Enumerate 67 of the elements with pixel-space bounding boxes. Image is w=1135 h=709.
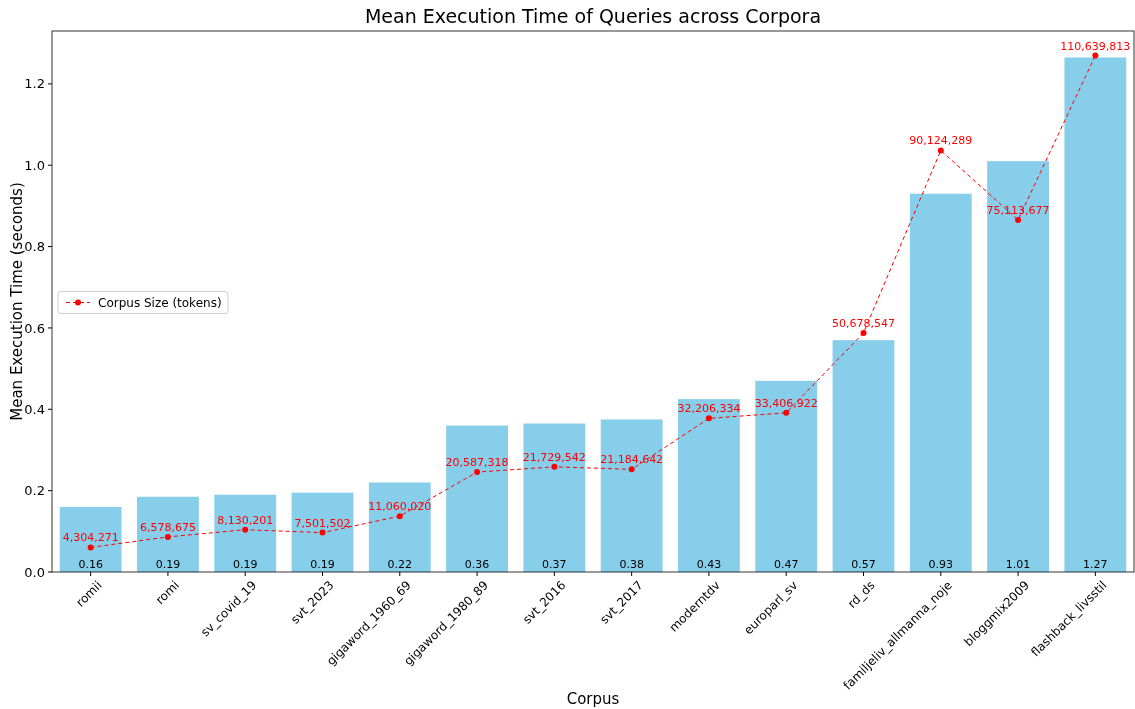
data-label: 110,639,813	[1060, 39, 1131, 53]
point	[860, 329, 867, 336]
bar	[600, 419, 663, 572]
bar	[1064, 57, 1127, 572]
bar	[137, 496, 199, 572]
bar	[446, 425, 508, 572]
data-label: 0.93	[928, 558, 954, 571]
data-label: 33,406,922	[754, 396, 818, 410]
data-label: 20,587,318	[445, 456, 509, 470]
y-tick-label: 1.0	[24, 157, 45, 173]
point	[474, 469, 481, 476]
data-label: 50,678,547	[832, 316, 895, 330]
bar	[214, 494, 277, 572]
bar	[832, 340, 895, 572]
data-label: 0.22	[387, 558, 413, 571]
data-label: 21,729,542	[522, 450, 586, 464]
y-tick-label: 0.0	[24, 564, 45, 580]
data-label: 1.01	[1005, 558, 1031, 571]
bar	[678, 399, 740, 572]
point	[628, 466, 635, 473]
data-label: 0.37	[542, 558, 567, 571]
data-label: 6,578,675	[139, 520, 196, 534]
data-label: 4,304,271	[62, 531, 119, 545]
bar	[987, 161, 1049, 572]
y-tick-label: 0.8	[24, 239, 45, 255]
point	[396, 513, 403, 520]
bar	[909, 193, 972, 572]
data-label: 8,130,201	[217, 513, 274, 527]
bar	[291, 492, 354, 572]
data-label: 0.16	[78, 558, 103, 571]
bar	[755, 380, 818, 572]
point	[164, 533, 171, 540]
y-tick-label: 0.4	[24, 401, 45, 417]
point	[1092, 52, 1099, 59]
data-label: 7,501,502	[294, 516, 351, 530]
data-label: 0.19	[310, 558, 335, 571]
data-label: 11,060,020	[368, 500, 432, 514]
point	[87, 544, 94, 551]
data-label: 32,206,334	[677, 402, 741, 416]
point	[783, 409, 790, 416]
data-label: 0.57	[851, 558, 876, 571]
data-label: 0.43	[696, 558, 722, 571]
x-axis-title: Corpus	[566, 690, 620, 708]
y-axis-title: Mean Execution Time (seconds)	[8, 182, 26, 421]
point	[1015, 216, 1022, 223]
data-label: 90,124,289	[909, 134, 973, 148]
point	[551, 463, 558, 470]
point	[242, 526, 249, 533]
legend-label: Corpus Size (tokens)	[98, 295, 222, 310]
point	[705, 415, 712, 422]
point	[937, 147, 944, 154]
data-label: 75,113,677	[986, 203, 1050, 217]
data-label: 0.36	[464, 558, 490, 571]
bar	[59, 506, 122, 572]
point	[319, 529, 326, 536]
data-label: 0.47	[773, 558, 799, 571]
data-label: 0.19	[155, 558, 181, 571]
y-tick-label: 0.2	[24, 483, 45, 499]
y-tick-label: 1.2	[24, 76, 45, 92]
y-tick-label: 0.6	[24, 320, 45, 336]
data-label: 1.27	[1083, 558, 1108, 571]
data-label: 0.19	[232, 558, 258, 571]
chart-title: Mean Execution Time of Queries across Corpora	[364, 5, 822, 27]
bar	[523, 423, 586, 572]
bar	[368, 482, 431, 572]
data-label: 0.38	[619, 558, 644, 571]
data-label: 21,184,642	[600, 453, 664, 467]
